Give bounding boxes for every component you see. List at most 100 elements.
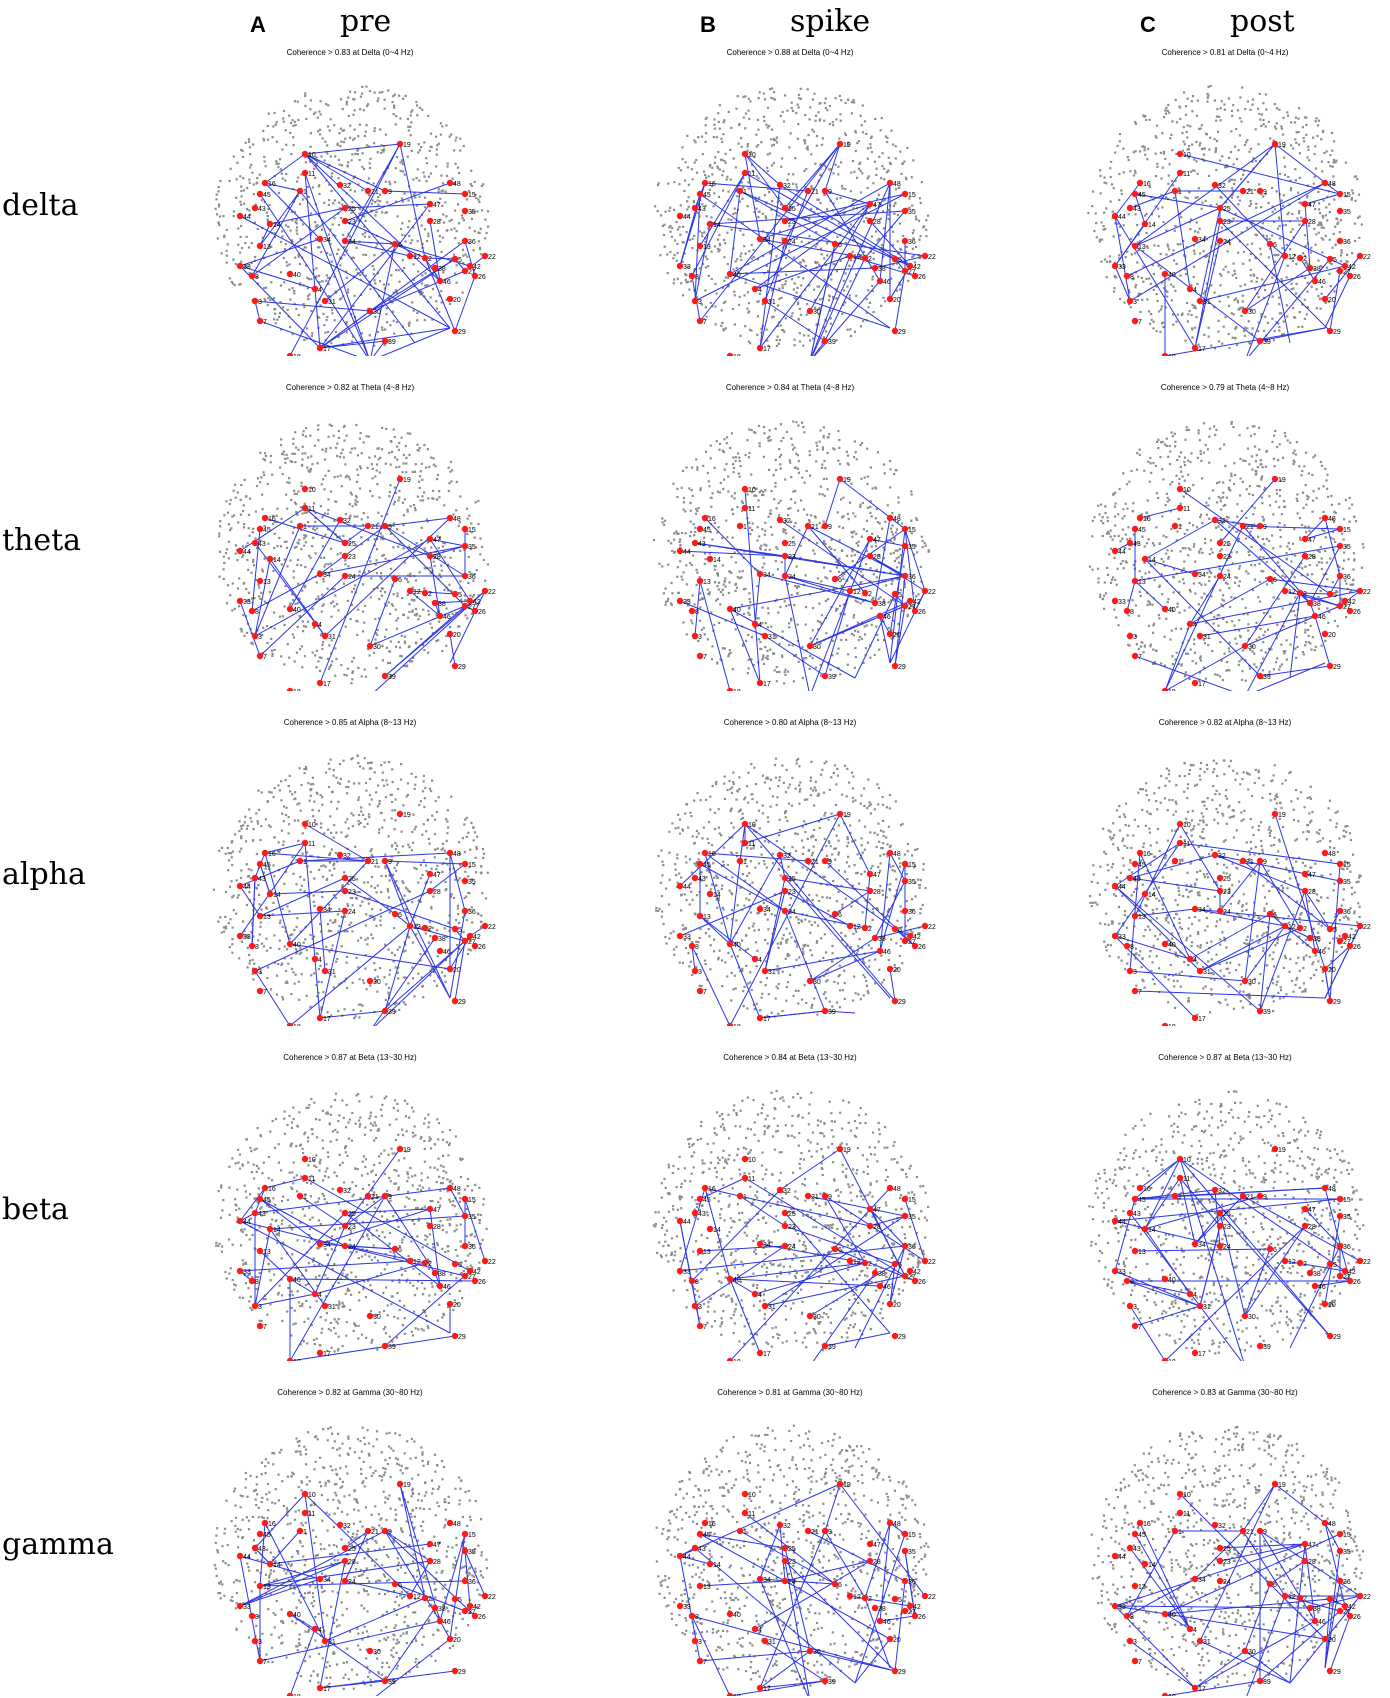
electrode-label: 7 bbox=[703, 1659, 707, 1666]
electrode-label: 36 bbox=[1343, 1579, 1351, 1586]
electrode-label: 6 bbox=[838, 242, 842, 249]
electrode-label: 39 bbox=[828, 339, 836, 346]
electrode-label: 26 bbox=[478, 1614, 486, 1621]
electrode-label: 46 bbox=[883, 1619, 891, 1626]
electrode-label: 29 bbox=[898, 999, 906, 1006]
electrode-label: 12 bbox=[1288, 254, 1296, 261]
column-title-post: post bbox=[1230, 4, 1295, 39]
electrode-label: 4 bbox=[758, 957, 762, 964]
electrode-label: 9 bbox=[388, 189, 392, 196]
electrode-label: 44 bbox=[243, 1219, 251, 1226]
electrode-label: 17 bbox=[763, 1351, 771, 1358]
electrode-label: 47 bbox=[433, 872, 441, 879]
electrode-label: 47 bbox=[433, 1207, 441, 1214]
electrode-label: 35 bbox=[1343, 1214, 1351, 1221]
electrode-label: 2 bbox=[428, 256, 432, 263]
electrode-label: 36 bbox=[908, 1244, 916, 1251]
electrode-label: 23 bbox=[348, 554, 356, 561]
electrode-label: 28 bbox=[873, 1224, 881, 1231]
coherence-edge bbox=[1305, 891, 1330, 929]
coherence-edge bbox=[385, 518, 450, 526]
electrode-label: 33 bbox=[1118, 1269, 1126, 1276]
electrode-label: 28 bbox=[873, 219, 881, 226]
electrode-label: 28 bbox=[433, 889, 441, 896]
electrode-label: 16 bbox=[268, 851, 276, 858]
electrode-label: 7 bbox=[703, 319, 707, 326]
electrode-label: 1 bbox=[743, 189, 747, 196]
electrode-label: 7 bbox=[1138, 319, 1142, 326]
electrode-label: 29 bbox=[458, 1669, 466, 1676]
electrode-label: 43 bbox=[258, 1546, 266, 1553]
electrode-label: 13 bbox=[263, 579, 271, 586]
electrode-label: 35 bbox=[468, 1214, 476, 1221]
electrode-label: 34 bbox=[763, 1577, 771, 1584]
electrode-label: 9 bbox=[1263, 524, 1267, 531]
electrode-label: 47 bbox=[873, 1207, 881, 1214]
coherence-edge bbox=[765, 1216, 905, 1306]
electrode-label: 48 bbox=[453, 181, 461, 188]
coherence-edges bbox=[680, 814, 925, 1026]
electrode-label: 8 bbox=[1130, 944, 1134, 951]
electrode-label: 31 bbox=[768, 299, 776, 306]
electrode-label: 45 bbox=[1138, 527, 1146, 534]
electrode-label: 35 bbox=[1343, 209, 1351, 216]
electrode-label: 19 bbox=[843, 812, 851, 819]
electrode-label: 1 bbox=[1178, 524, 1182, 531]
electrode-label: 25 bbox=[788, 876, 796, 883]
electrode-label: 26 bbox=[478, 609, 486, 616]
electrode-label: 28 bbox=[433, 1559, 441, 1566]
electrode-label: 34 bbox=[1198, 237, 1206, 244]
panel-title: Coherence > 0.83 at Gamma (30~80 Hz) bbox=[1075, 1388, 1375, 1397]
electrode-label: 36 bbox=[468, 1244, 476, 1251]
electrode-label: 34 bbox=[1198, 1242, 1206, 1249]
electrode-label: 21 bbox=[1246, 524, 1254, 531]
row-label-delta: delta bbox=[2, 188, 79, 223]
electrode-label: 19 bbox=[403, 1482, 411, 1489]
electrode-label: 22 bbox=[488, 924, 496, 931]
electrode-label: 6 bbox=[1273, 1582, 1277, 1589]
coherence-edge bbox=[1115, 266, 1130, 301]
electrode-label: 39 bbox=[828, 1009, 836, 1016]
electrode-label: 47 bbox=[433, 202, 441, 209]
electrode-label: 43 bbox=[698, 1211, 706, 1218]
electrode-label: 29 bbox=[1333, 664, 1341, 671]
coherence-edge bbox=[1130, 971, 1245, 981]
electrode-label: 13 bbox=[703, 244, 711, 251]
coherence-edge bbox=[1275, 1484, 1325, 1523]
electrode-label: 45 bbox=[703, 1197, 711, 1204]
electrode-label: 33 bbox=[243, 1269, 251, 1276]
electrode-label: 23 bbox=[348, 1559, 356, 1566]
coherence-edge bbox=[1245, 1249, 1270, 1316]
electrode-label: 28 bbox=[433, 554, 441, 561]
electrode-label: 21 bbox=[371, 189, 379, 196]
electrode-label: 29 bbox=[458, 1334, 466, 1341]
coherence-edges bbox=[240, 1484, 485, 1696]
coherence-edges bbox=[1115, 479, 1360, 691]
electrode-label: 30 bbox=[373, 1649, 381, 1656]
coherence-edge bbox=[730, 1681, 825, 1696]
electrode-label: 35 bbox=[1343, 1549, 1351, 1556]
electrode-label: 9 bbox=[1263, 1194, 1267, 1201]
electrode-label: 17 bbox=[323, 1351, 331, 1358]
electrode-label: 10 bbox=[1183, 1492, 1191, 1499]
electrode-label: 16 bbox=[268, 516, 276, 523]
electrode-label: 12 bbox=[413, 1259, 421, 1266]
electrode-label: 11 bbox=[1183, 506, 1190, 513]
electrode-label: 43 bbox=[698, 541, 706, 548]
coherence-edge bbox=[825, 1484, 840, 1531]
electrode-label: 20 bbox=[453, 632, 461, 639]
coherence-edge bbox=[1145, 1229, 1190, 1294]
coherence-edge bbox=[730, 944, 760, 1018]
electrode-label: 46 bbox=[443, 1619, 451, 1626]
electrode-label: 2 bbox=[1303, 256, 1307, 263]
electrode-label: 43 bbox=[258, 206, 266, 213]
electrode-label: 6 bbox=[398, 1247, 402, 1254]
electrode-label: 13 bbox=[263, 1584, 271, 1591]
electrode-label: 26 bbox=[478, 1279, 486, 1286]
electrode-label: 3 bbox=[258, 969, 262, 976]
electrode-label: 47 bbox=[873, 537, 881, 544]
electrode-label: 21 bbox=[1246, 1529, 1254, 1536]
electrode-label: 21 bbox=[371, 524, 379, 531]
